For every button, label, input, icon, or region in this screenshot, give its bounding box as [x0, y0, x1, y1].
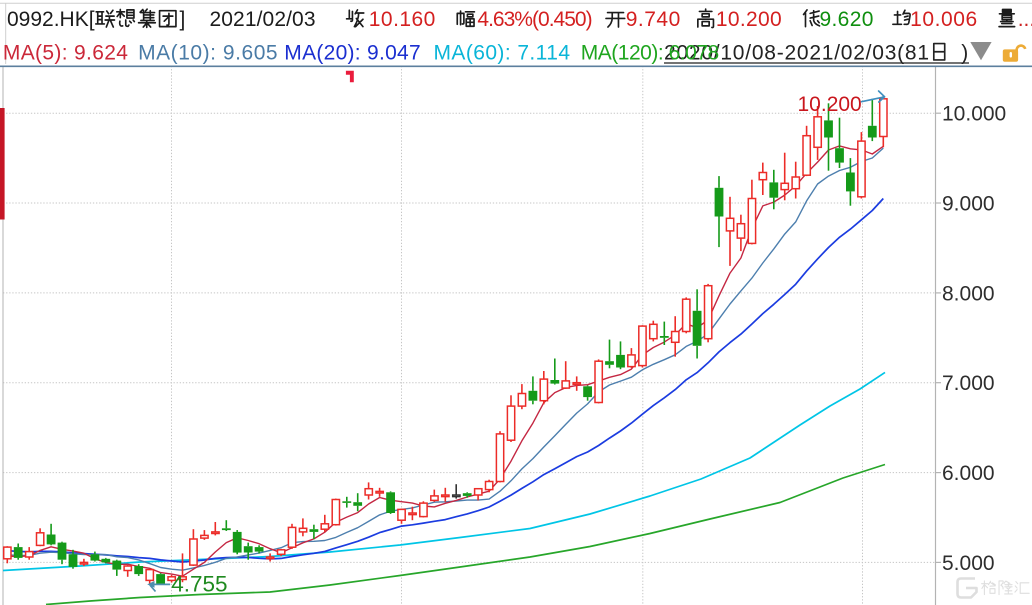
- svg-text:4.755: 4.755: [171, 572, 227, 597]
- svg-text:...: ...: [1018, 8, 1032, 31]
- svg-text:10.160: 10.160: [369, 8, 436, 31]
- svg-text:10.006: 10.006: [910, 8, 977, 31]
- svg-text:): ): [961, 41, 968, 64]
- svg-text:9.620: 9.620: [820, 8, 874, 31]
- svg-text:10.200: 10.200: [716, 8, 782, 31]
- svg-text:MA(120): 6.078: MA(120): 6.078: [581, 41, 720, 64]
- svg-text:MA(10): 9.605: MA(10): 9.605: [138, 41, 278, 64]
- svg-text:8.000: 8.000: [942, 282, 995, 305]
- svg-text:9.000: 9.000: [942, 193, 995, 216]
- svg-text:MA(20): 9.047: MA(20): 9.047: [284, 41, 420, 64]
- svg-text:5.000: 5.000: [942, 552, 995, 575]
- svg-text:9.740: 9.740: [626, 8, 681, 31]
- svg-text:]: ]: [180, 8, 186, 31]
- svg-text:10.000: 10.000: [942, 103, 1006, 126]
- svg-text:6.000: 6.000: [942, 462, 995, 485]
- svg-text:MA(5): 9.624: MA(5): 9.624: [3, 41, 128, 64]
- svg-text:0992.HK[: 0992.HK[: [7, 8, 95, 31]
- svg-text:2020/10/08-2021/02/03(81: 2020/10/08-2021/02/03(81: [664, 41, 929, 64]
- svg-text:2021/02/03: 2021/02/03: [210, 8, 316, 31]
- svg-text:MA(60): 7.114: MA(60): 7.114: [434, 41, 571, 64]
- svg-text:7.000: 7.000: [942, 372, 995, 395]
- svg-text:4.63%(0.450): 4.63%(0.450): [477, 8, 592, 31]
- svg-text:10.200: 10.200: [798, 93, 862, 116]
